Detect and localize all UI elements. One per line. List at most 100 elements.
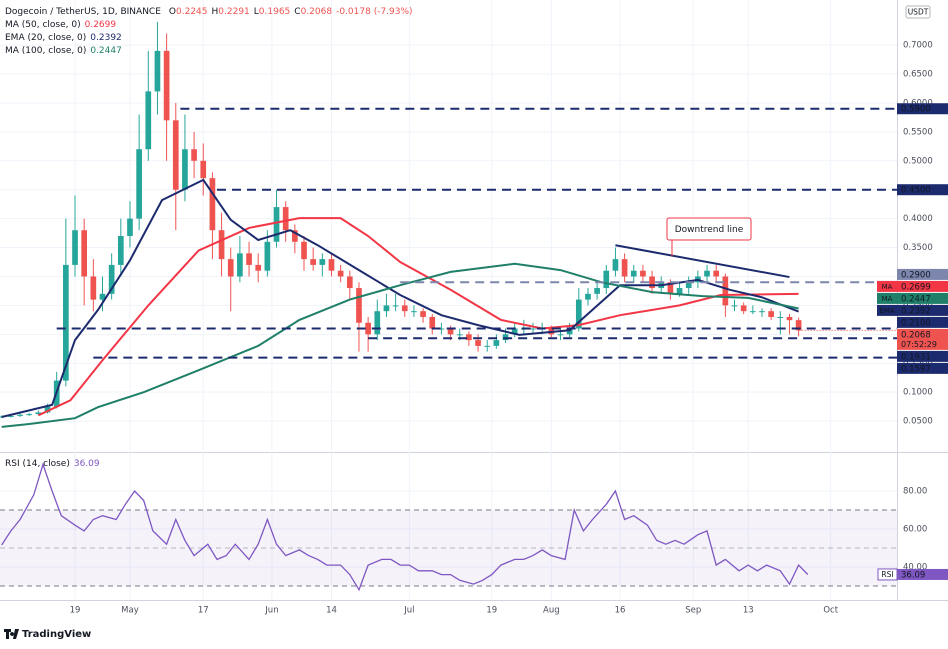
y-tick-label: 80.00	[903, 487, 927, 497]
candle-body	[218, 230, 225, 260]
ohlc-value: 0.2291	[218, 7, 250, 17]
candle-body	[81, 230, 88, 277]
candle-body	[26, 414, 33, 416]
candle-body	[273, 207, 280, 242]
labels: 19 May 17 Jun 14 Jul 19 Aug 16 Sep 13 Oct 0.0500 0.10…	[5, 5, 948, 616]
candle-body	[759, 311, 765, 313]
candle-body	[475, 340, 481, 346]
candle-body	[438, 328, 445, 330]
candle-body	[640, 270, 646, 277]
x-tick-label: Jun	[264, 606, 278, 616]
candle-body	[585, 293, 591, 300]
price-label: 0.5900	[901, 105, 931, 115]
candle-body	[227, 259, 234, 277]
candle-body	[246, 253, 252, 265]
candle-body	[401, 305, 408, 312]
candle-body	[786, 316, 793, 321]
unit-label: USDT	[908, 8, 929, 17]
ma-tag: MA	[882, 295, 893, 303]
legend-entry: MA (50, close, 0) 0.2699	[5, 20, 116, 30]
candle-body	[72, 230, 78, 265]
countdown-label: 07:52:29	[901, 340, 937, 349]
brand-icon	[4, 629, 19, 639]
x-tick-label: 16	[615, 606, 626, 616]
candle-body	[209, 178, 216, 231]
x-tick-label: 14	[326, 606, 337, 616]
candle-body	[163, 50, 170, 121]
price-label-box	[897, 362, 948, 374]
candle-body	[685, 282, 692, 289]
candle-body	[127, 218, 133, 236]
grid	[0, 0, 897, 600]
candle-body	[777, 316, 784, 318]
y-tick-label: 0.7000	[903, 41, 933, 51]
candle-body	[630, 270, 637, 277]
price-label-box	[897, 350, 948, 362]
ohlc-letter: O	[169, 7, 176, 17]
ma-tag-box	[877, 280, 897, 292]
legend-name: MA (100, close, 0)	[5, 46, 86, 56]
rsi-value-box	[897, 568, 948, 580]
candle-body	[722, 276, 729, 306]
candle-body	[264, 241, 271, 271]
ma-tag: EMA	[879, 307, 894, 315]
x-tick-label: Jul	[403, 606, 414, 616]
candle-body	[145, 91, 152, 150]
candle-body	[182, 149, 188, 190]
price-label-box	[897, 316, 948, 328]
candle-body	[117, 235, 124, 265]
symbol-title: Dogecoin / TetherUS, 1D, BINANCE	[5, 7, 161, 17]
candle-body	[621, 259, 628, 277]
y-tick-label: 0.3500	[903, 243, 933, 253]
brand-logo: TradingView	[4, 629, 91, 640]
candle-body	[319, 259, 326, 265]
legend-name: MA (50, close, 0)	[5, 20, 81, 30]
price-label: 0.2699	[901, 282, 931, 292]
candle-body	[649, 276, 655, 289]
price-label: 0.2100	[901, 318, 931, 328]
rsi-value: 36.09	[74, 459, 100, 469]
brand-name: TradingView	[22, 629, 91, 640]
candle-body	[90, 276, 97, 300]
price-label: 0.1931	[901, 352, 931, 362]
candle-body	[749, 311, 756, 313]
x-tick-label: 19	[70, 606, 81, 616]
price-label-box	[897, 103, 948, 115]
ma-tag-box	[877, 304, 897, 316]
ma-tag: MA	[882, 283, 893, 291]
rsi-name: RSI (14, close)	[5, 459, 70, 469]
candle-body	[466, 334, 472, 341]
legend-value: 0.2447	[90, 46, 122, 56]
x-tick-label: Sep	[685, 606, 701, 616]
candle-body	[200, 160, 207, 179]
candle-body	[484, 345, 491, 347]
candle-body	[191, 149, 197, 161]
price-label-box	[897, 280, 948, 292]
y-tick-label: 0.6500	[903, 70, 933, 80]
candle-body	[603, 270, 610, 289]
price-label-box	[897, 304, 948, 316]
moving-average-line	[1, 178, 799, 418]
candle-body	[337, 270, 344, 277]
y-tick-label: 0.0500	[903, 417, 933, 427]
y-tick-label: 0.4000	[903, 214, 933, 224]
candle-body	[667, 282, 674, 294]
rsi-line	[1, 462, 809, 592]
y-tick-label: 40.00	[903, 563, 927, 573]
candle-body	[328, 259, 335, 271]
candle-body	[447, 328, 454, 335]
candle-body	[365, 322, 371, 335]
candle-body	[731, 305, 738, 307]
ohlc-letter: L	[254, 7, 259, 17]
candle-body	[795, 320, 802, 331]
candle-body	[383, 305, 390, 312]
candle-body	[310, 259, 317, 265]
price-label-box	[897, 184, 948, 196]
x-tick-label: Oct	[823, 606, 838, 616]
ohlc-value: 0.1965	[259, 7, 291, 17]
candle-body	[768, 311, 774, 317]
price-change: -0.0178 (-7.93%)	[336, 7, 412, 17]
y-tick-label: 0.5000	[903, 156, 933, 166]
price-label-box	[897, 268, 948, 280]
candle-body	[255, 264, 262, 271]
